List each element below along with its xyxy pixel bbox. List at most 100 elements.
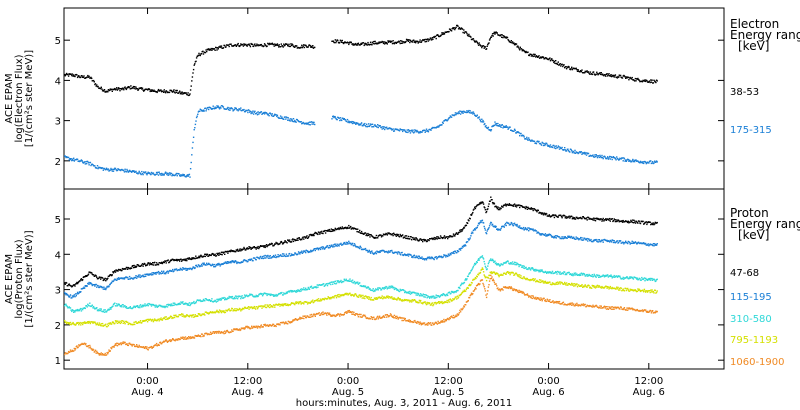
data-point [479, 257, 481, 259]
data-point [216, 309, 218, 312]
data-point [268, 255, 270, 257]
data-point [513, 263, 515, 265]
data-point [314, 286, 316, 289]
data-point [177, 303, 179, 306]
data-point [285, 241, 288, 243]
data-point [396, 288, 399, 291]
data-point [378, 250, 381, 252]
data-point [211, 107, 214, 110]
data-point [473, 264, 475, 266]
data-point [270, 305, 273, 307]
data-point [555, 271, 557, 273]
data-point [175, 91, 178, 94]
data-point [160, 262, 162, 264]
data-point [133, 321, 135, 324]
data-point [347, 280, 349, 282]
data-point [459, 229, 461, 231]
data-point [430, 38, 432, 40]
data-point [217, 105, 219, 107]
data-point [233, 261, 236, 264]
data-point [132, 307, 134, 309]
data-point [410, 254, 412, 256]
data-point [356, 230, 358, 233]
data-point [89, 321, 91, 324]
data-point [373, 253, 375, 255]
data-point [85, 305, 88, 307]
data-point [151, 89, 153, 91]
data-point [282, 294, 284, 296]
data-point [208, 262, 210, 265]
data-point [168, 91, 171, 94]
data-point [622, 276, 624, 279]
data-point [603, 276, 606, 278]
data-point [630, 276, 632, 278]
data-point [194, 314, 196, 316]
data-point [123, 278, 126, 280]
data-point [288, 290, 290, 292]
data-point [223, 310, 225, 312]
data-point [265, 255, 268, 257]
data-point [565, 215, 567, 218]
data-point [154, 318, 156, 320]
data-point [64, 283, 66, 285]
data-point [492, 259, 494, 262]
data-point [218, 108, 221, 110]
data-point [261, 245, 264, 247]
data-point [76, 158, 79, 161]
data-point [95, 85, 97, 87]
data-point [199, 313, 201, 315]
data-point [100, 309, 102, 312]
data-point [86, 76, 88, 78]
data-point [578, 152, 580, 154]
data-point [448, 235, 451, 237]
data-point [132, 85, 135, 88]
data-point [254, 257, 256, 259]
data-point [476, 41, 478, 44]
data-point [193, 315, 196, 318]
data-point [492, 203, 494, 205]
data-point [407, 255, 410, 257]
data-point [383, 41, 385, 43]
data-point [355, 122, 358, 124]
data-point [163, 89, 165, 91]
data-point [513, 261, 516, 263]
data-point [404, 236, 406, 239]
data-point [238, 308, 240, 311]
data-point [261, 295, 264, 297]
data-point [257, 257, 259, 259]
data-point [603, 275, 605, 277]
data-point [567, 235, 569, 237]
data-point [335, 243, 337, 245]
series-38-53 [64, 24, 658, 97]
data-point [220, 311, 223, 314]
data-point [109, 307, 111, 309]
data-point [479, 203, 482, 205]
data-point [176, 260, 178, 262]
data-point [168, 270, 170, 273]
data-point [362, 125, 364, 127]
data-point [557, 61, 559, 63]
data-point [467, 35, 469, 37]
data-point [433, 258, 435, 261]
data-point [326, 230, 329, 232]
data-point [493, 124, 496, 127]
data-point [434, 296, 436, 298]
data-point [125, 306, 128, 308]
data-point [121, 88, 123, 91]
data-point [328, 282, 331, 285]
data-point [137, 306, 140, 309]
data-point [231, 308, 234, 310]
data-point [230, 43, 232, 45]
data-point [88, 305, 90, 307]
data-point [586, 70, 588, 72]
data-point [152, 90, 155, 92]
data-point [411, 41, 414, 43]
data-point [115, 269, 117, 271]
data-point [269, 255, 271, 257]
data-point [527, 139, 529, 141]
data-point [374, 290, 376, 292]
data-point [636, 220, 638, 223]
data-point [485, 125, 487, 127]
data-point [409, 238, 411, 240]
data-point [560, 215, 563, 218]
